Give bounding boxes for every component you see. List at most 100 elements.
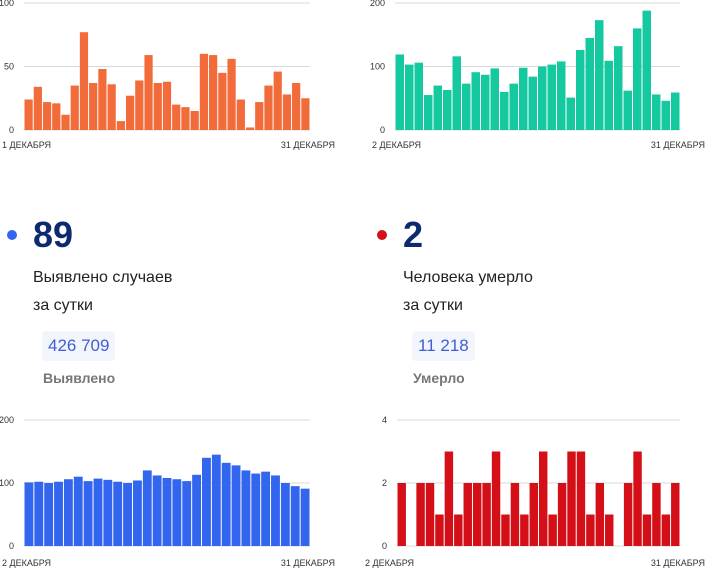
bar — [510, 483, 520, 546]
x-start-label: 2 ДЕКАБРЯ — [2, 558, 51, 568]
bar — [190, 110, 199, 130]
bar — [221, 462, 231, 546]
chart-bottom-left: 0 100 200 2 ДЕКАБРЯ 31 ДЕКАБРЯ — [0, 415, 335, 568]
bar — [557, 483, 567, 546]
bar — [463, 483, 472, 546]
bar — [300, 488, 310, 546]
bar — [397, 483, 406, 546]
bar — [83, 481, 93, 546]
y-tick-label: 0 — [9, 541, 14, 551]
bar — [98, 69, 107, 130]
bar — [301, 98, 310, 130]
bar — [33, 86, 42, 130]
bar — [271, 475, 280, 546]
cases-stat: 89 Выявлено случаев за сутки 426 709 Выя… — [0, 200, 360, 400]
cases-description-line2: за сутки — [33, 297, 93, 314]
bar — [292, 83, 301, 130]
bar — [103, 479, 113, 546]
bar — [255, 102, 264, 130]
bar — [567, 451, 576, 546]
bar — [472, 483, 482, 546]
bar — [444, 451, 454, 546]
bar — [652, 94, 661, 130]
bar — [405, 64, 414, 130]
y-tick-label: 200 — [370, 0, 385, 8]
cases-description: Выявлено случаев за сутки — [33, 264, 253, 320]
bar — [623, 483, 633, 546]
bar — [153, 83, 162, 130]
bar — [162, 477, 172, 546]
x-start-label: 2 ДЕКАБРЯ — [372, 140, 421, 150]
bar — [462, 83, 471, 130]
bar — [123, 483, 132, 546]
bar — [135, 80, 144, 130]
bar — [218, 72, 227, 130]
x-end-label: 31 ДЕКАБРЯ — [281, 140, 335, 150]
y-tick-label: 2 — [382, 478, 387, 488]
bar — [63, 479, 73, 546]
bar — [107, 84, 116, 130]
bar — [152, 475, 162, 546]
bar — [395, 54, 404, 131]
bar — [282, 94, 292, 130]
bar — [425, 483, 435, 546]
deaths-total-caption: Умерло — [413, 370, 465, 386]
bar — [500, 91, 509, 130]
bar — [290, 486, 300, 546]
bar — [182, 481, 192, 546]
bar — [79, 32, 89, 130]
bar — [539, 451, 548, 546]
bar — [142, 470, 152, 546]
y-tick-label: 0 — [382, 541, 387, 551]
cases-number: 89 — [33, 214, 74, 255]
cases-description-line1: Выявлено случаев — [33, 269, 173, 286]
bar — [241, 470, 251, 546]
bar — [162, 81, 172, 130]
bar — [61, 114, 70, 130]
bar — [661, 514, 671, 546]
bar — [132, 480, 142, 546]
bar — [605, 514, 614, 546]
bar — [509, 83, 518, 130]
cases-total-caption: Выявлено — [43, 370, 116, 386]
bar — [595, 20, 604, 130]
cases-total-badge: 426 709 — [42, 331, 116, 361]
bar — [585, 37, 594, 130]
bar — [633, 451, 642, 546]
bar — [471, 72, 480, 130]
bar — [490, 68, 499, 130]
bar — [416, 483, 425, 546]
bar — [595, 483, 605, 546]
y-tick-label: 50 — [4, 62, 14, 72]
bar — [604, 60, 613, 130]
y-tick-label: 100 — [0, 0, 14, 8]
deaths-dot — [377, 230, 387, 240]
bar — [52, 103, 61, 130]
bar — [566, 97, 575, 130]
bar — [671, 92, 680, 130]
bar — [557, 61, 566, 130]
bar — [181, 107, 190, 130]
bar — [661, 100, 670, 130]
y-tick-label: 0 — [9, 125, 14, 135]
bar — [586, 514, 595, 546]
deaths-stat: 2 Человека умерло за сутки 11 218 Умерло — [360, 200, 720, 400]
bar — [414, 62, 423, 130]
cases-dot — [7, 230, 17, 240]
bar — [273, 71, 282, 130]
deaths-total-badge: 11 218 — [412, 331, 475, 361]
bar — [481, 74, 490, 130]
bar — [113, 481, 123, 546]
bar — [199, 53, 209, 130]
bar — [261, 471, 271, 546]
y-tick-label: 4 — [382, 415, 387, 425]
bar — [538, 66, 547, 130]
bar — [231, 465, 241, 546]
bar — [671, 483, 680, 546]
bar — [209, 55, 218, 130]
deaths-description-line1: Человека умерло — [403, 269, 533, 286]
y-tick-label: 100 — [370, 62, 385, 72]
x-end-label: 31 ДЕКАБРЯ — [651, 140, 705, 150]
bar — [116, 121, 125, 130]
y-tick-label: 100 — [0, 478, 14, 488]
